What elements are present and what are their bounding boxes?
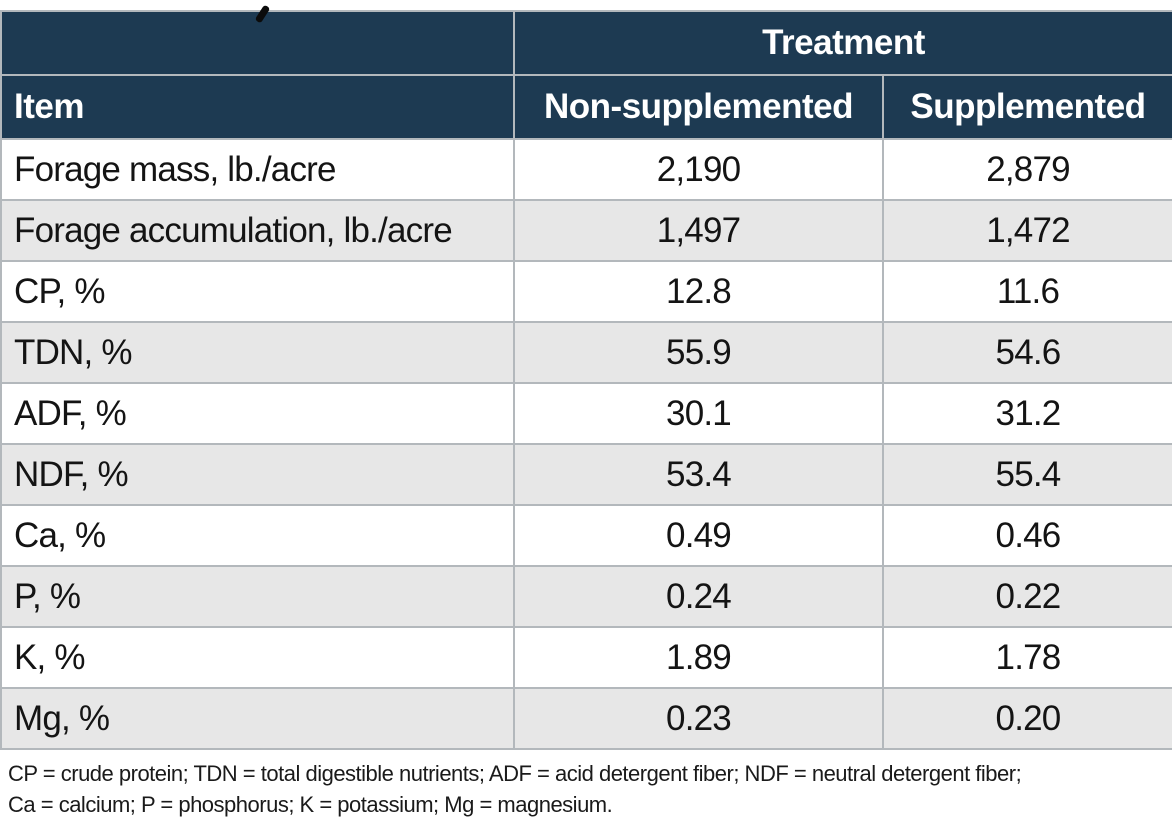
item-cell: Forage mass, lb./acre [0,138,515,201]
value-cell: 0.49 [513,504,884,567]
item-cell: CP, % [0,260,515,323]
abbreviation-footnote: CP = crude protein; TDN = total digestib… [0,758,1172,820]
value-cell: 1.78 [882,626,1172,689]
table-row: K, % 1.89 1.78 [0,626,1172,689]
value-cell: 55.4 [882,443,1172,506]
table-header: Treatment Item Non-supplemented Suppleme… [0,10,1172,140]
treatment-group-header: Treatment [513,10,1172,76]
item-cell: Ca, % [0,504,515,567]
table-row: Mg, % 0.23 0.20 [0,687,1172,750]
table-row: TDN, % 55.9 54.6 [0,321,1172,384]
value-cell: 0.22 [882,565,1172,628]
value-cell: 0.46 [882,504,1172,567]
table-row: P, % 0.24 0.22 [0,565,1172,628]
value-cell: 1.89 [513,626,884,689]
item-cell: NDF, % [0,443,515,506]
item-cell: ADF, % [0,382,515,445]
table-body: Forage mass, lb./acre 2,190 2,879 Forage ac… [0,138,1172,750]
value-cell: 2,879 [882,138,1172,201]
table-row: CP, % 12.8 11.6 [0,260,1172,323]
supplemented-column-header: Supplemented [882,74,1172,140]
item-cell: Forage accumulation, lb./acre [0,199,515,262]
forage-quality-table: Treatment Item Non-supplemented Suppleme… [0,10,1172,750]
value-cell: 31.2 [882,382,1172,445]
value-cell: 2,190 [513,138,884,201]
footnote-line: CP = crude protein; TDN = total digestib… [8,761,1022,786]
item-cell: P, % [0,565,515,628]
non-supplemented-column-header: Non-supplemented [513,74,884,140]
value-cell: 30.1 [513,382,884,445]
column-header-row: Item Non-supplemented Supplemented [0,74,1172,140]
value-cell: 1,497 [513,199,884,262]
item-cell: Mg, % [0,687,515,750]
item-cell: TDN, % [0,321,515,384]
value-cell: 53.4 [513,443,884,506]
table-row: NDF, % 53.4 55.4 [0,443,1172,506]
value-cell: 11.6 [882,260,1172,323]
value-cell: 12.8 [513,260,884,323]
table-row: Forage mass, lb./acre 2,190 2,879 [0,138,1172,201]
table-row: Forage accumulation, lb./acre 1,497 1,472 [0,199,1172,262]
value-cell: 0.20 [882,687,1172,750]
value-cell: 1,472 [882,199,1172,262]
footnote-line: Ca = calcium; P = phosphorus; K = potass… [8,792,613,817]
value-cell: 0.24 [513,565,884,628]
item-cell: K, % [0,626,515,689]
table-row: ADF, % 30.1 31.2 [0,382,1172,445]
item-column-header: Item [0,74,515,140]
value-cell: 54.6 [882,321,1172,384]
value-cell: 55.9 [513,321,884,384]
table-row: Ca, % 0.49 0.46 [0,504,1172,567]
value-cell: 0.23 [513,687,884,750]
treatment-group-header-row: Treatment [0,10,1172,76]
